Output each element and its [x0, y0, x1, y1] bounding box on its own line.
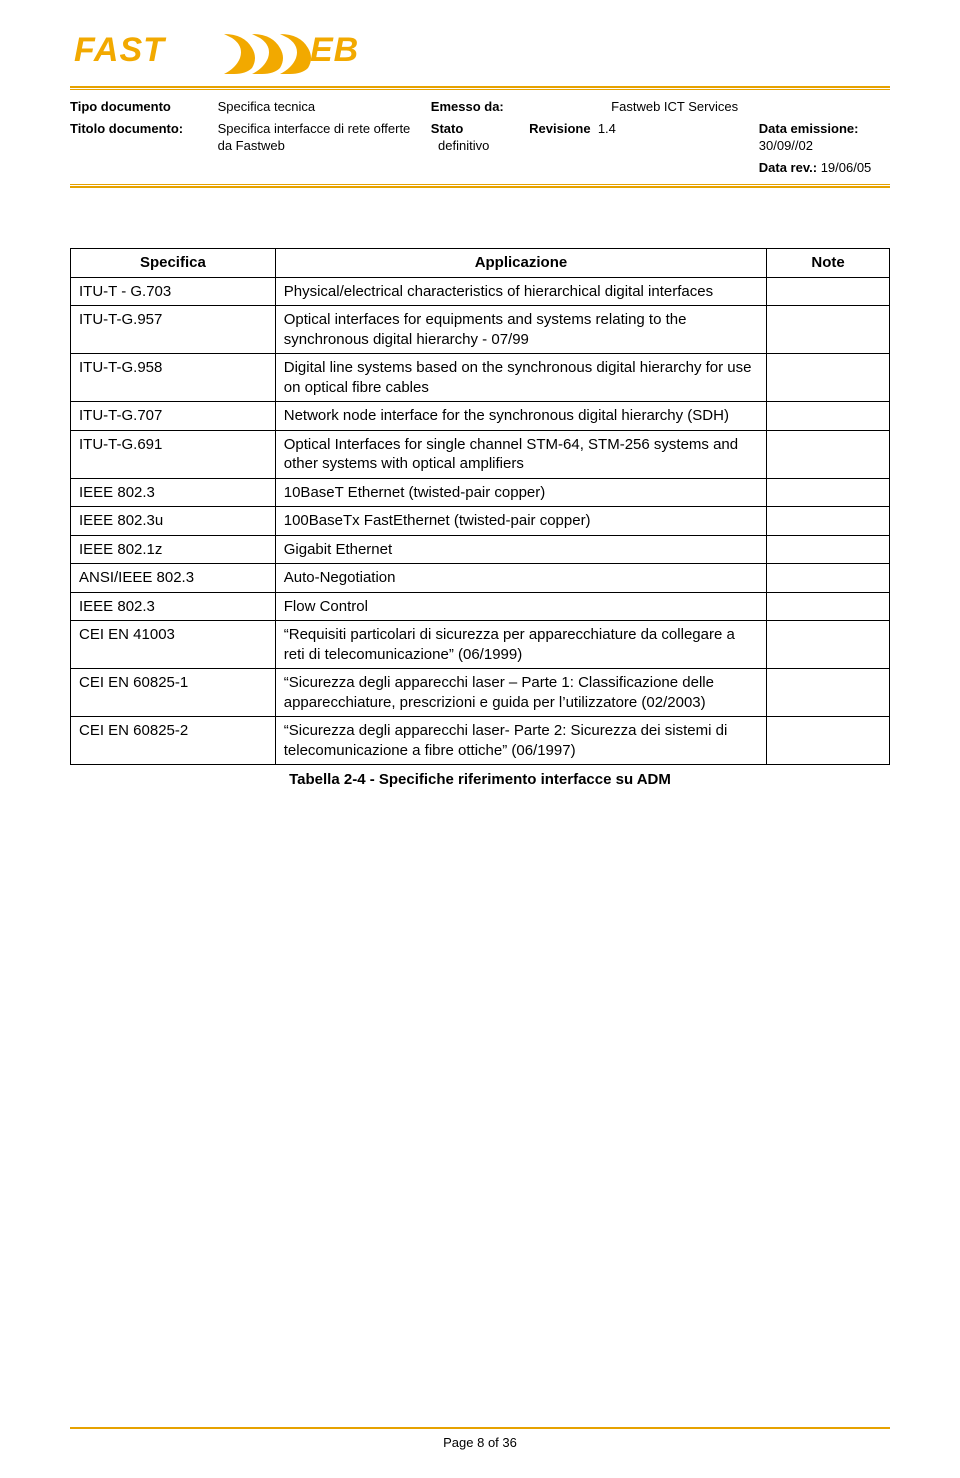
note-cell	[767, 669, 890, 717]
spec-cell: CEI EN 60825-2	[71, 717, 276, 765]
spec-cell: ITU-T-G.707	[71, 402, 276, 431]
note-cell	[767, 277, 890, 306]
note-cell	[767, 717, 890, 765]
app-cell: 10BaseT Ethernet (twisted-pair copper)	[275, 478, 766, 507]
table-row: CEI EN 41003“Requisiti particolari di si…	[71, 621, 890, 669]
hdr-stato-label: Stato	[431, 121, 464, 136]
hdr-emesso-label: Emesso da:	[431, 96, 529, 118]
spec-cell: CEI EN 41003	[71, 621, 276, 669]
spec-th-note: Note	[767, 249, 890, 278]
spec-table: Specifica Applicazione Note ITU-T - G.70…	[70, 248, 890, 765]
hdr-rev-label: Revisione	[529, 121, 590, 136]
footer-rule	[70, 1427, 890, 1429]
header-rule-thin	[70, 89, 890, 90]
hdr-emis-label: Data emissione:	[759, 121, 859, 136]
table-row: CEI EN 60825-1“Sicurezza degli apparecch…	[71, 669, 890, 717]
hdr-emis-value: 30/09//02	[759, 138, 813, 153]
hdr-titolo-label: Titolo documento:	[70, 118, 218, 157]
note-cell	[767, 564, 890, 593]
table-row: ITU-T-G.691Optical Interfaces for single…	[71, 430, 890, 478]
doc-header-table: Tipo documento Specifica tecnica Emesso …	[70, 96, 890, 178]
hdr-rev-value: 1.4	[598, 121, 616, 136]
spec-cell: IEEE 802.1z	[71, 535, 276, 564]
table-row: ITU-T-G.957Optical interfaces for equipm…	[71, 306, 890, 354]
app-cell: Auto-Negotiation	[275, 564, 766, 593]
spec-cell: ITU-T - G.703	[71, 277, 276, 306]
header-rule-top	[70, 86, 890, 88]
table-row: IEEE 802.1zGigabit Ethernet	[71, 535, 890, 564]
note-cell	[767, 535, 890, 564]
app-cell: Digital line systems based on the synchr…	[275, 354, 766, 402]
table-row: IEEE 802.3u100BaseTx FastEthernet (twist…	[71, 507, 890, 536]
app-cell: “Requisiti particolari di sicurezza per …	[275, 621, 766, 669]
app-cell: Physical/electrical characteristics of h…	[275, 277, 766, 306]
app-cell: Gigabit Ethernet	[275, 535, 766, 564]
hdr-data-emissione: Data emissione: 30/09//02	[759, 118, 890, 157]
app-cell: Network node interface for the synchrono…	[275, 402, 766, 431]
spec-cell: IEEE 802.3	[71, 478, 276, 507]
spec-cell: CEI EN 60825-1	[71, 669, 276, 717]
hdr-data-rev: Data rev.: 19/06/05	[759, 157, 890, 179]
note-cell	[767, 430, 890, 478]
table-row: ITU-T-G.707Network node interface for th…	[71, 402, 890, 431]
svg-text:FAST: FAST	[74, 31, 167, 69]
app-cell: Flow Control	[275, 592, 766, 621]
spec-cell: IEEE 802.3u	[71, 507, 276, 536]
spec-cell: IEEE 802.3	[71, 592, 276, 621]
footer-page-number: Page 8 of 36	[70, 1435, 890, 1450]
spec-th-app: Applicazione	[275, 249, 766, 278]
note-cell	[767, 507, 890, 536]
table-row: ITU-T-G.958Digital line systems based on…	[71, 354, 890, 402]
spec-cell: ANSI/IEEE 802.3	[71, 564, 276, 593]
spec-cell: ITU-T-G.957	[71, 306, 276, 354]
note-cell	[767, 306, 890, 354]
table-row: IEEE 802.3Flow Control	[71, 592, 890, 621]
app-cell: Optical Interfaces for single channel ST…	[275, 430, 766, 478]
app-cell: Optical interfaces for equipments and sy…	[275, 306, 766, 354]
app-cell: 100BaseTx FastEthernet (twisted-pair cop…	[275, 507, 766, 536]
hdr-revisione: Revisione 1.4	[529, 118, 759, 157]
note-cell	[767, 592, 890, 621]
app-cell: “Sicurezza degli apparecchi laser- Parte…	[275, 717, 766, 765]
app-cell: “Sicurezza degli apparecchi laser – Part…	[275, 669, 766, 717]
table-row: CEI EN 60825-2“Sicurezza degli apparecch…	[71, 717, 890, 765]
note-cell	[767, 354, 890, 402]
page-footer: Page 8 of 36	[70, 1427, 890, 1450]
note-cell	[767, 402, 890, 431]
header-rule-bottom2	[70, 186, 890, 188]
brand-logo: FAST EB	[74, 28, 890, 78]
spec-cell: ITU-T-G.691	[71, 430, 276, 478]
note-cell	[767, 478, 890, 507]
hdr-tipo-value: Specifica tecnica	[218, 96, 431, 118]
table-caption: Tabella 2-4 - Specifiche riferimento int…	[70, 771, 890, 788]
header-rule-bottom	[70, 184, 890, 185]
hdr-datarev-value: 19/06/05	[821, 160, 872, 175]
table-row: IEEE 802.310BaseT Ethernet (twisted-pair…	[71, 478, 890, 507]
hdr-emesso-value	[529, 96, 611, 118]
table-row: ITU-T - G.703Physical/electrical charact…	[71, 277, 890, 306]
hdr-stato-value: definitivo	[438, 138, 489, 153]
note-cell	[767, 621, 890, 669]
hdr-stato: Stato definitivo	[431, 118, 529, 157]
svg-text:EB: EB	[310, 31, 359, 69]
spec-th-spec: Specifica	[71, 249, 276, 278]
hdr-datarev-label: Data rev.:	[759, 160, 817, 175]
hdr-titolo-value: Specifica interfacce di rete offerte da …	[218, 118, 431, 179]
hdr-emesso-by: Fastweb ICT Services	[611, 96, 759, 118]
hdr-tipo-label: Tipo documento	[70, 96, 218, 118]
table-row: ANSI/IEEE 802.3Auto-Negotiation	[71, 564, 890, 593]
spec-cell: ITU-T-G.958	[71, 354, 276, 402]
